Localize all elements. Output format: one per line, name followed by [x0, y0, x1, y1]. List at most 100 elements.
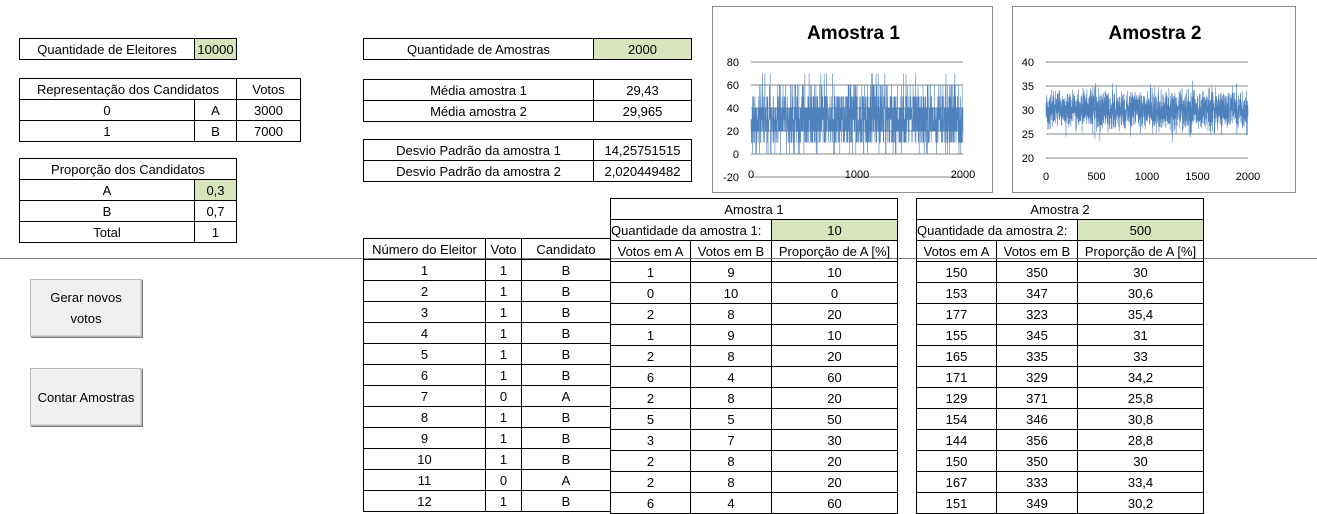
cell-votos-a[interactable]: 144	[916, 429, 997, 451]
cell-votos-b[interactable]: 335	[996, 345, 1078, 367]
cell-proporcao[interactable]: 60	[770, 492, 899, 514]
cell-candidato[interactable]: B	[521, 280, 611, 302]
cell-voto[interactable]: 0	[485, 469, 522, 491]
cell-numero[interactable]: 8	[363, 406, 486, 428]
cell-votos-a[interactable]: 177	[916, 303, 997, 325]
cell-proporcao[interactable]: 30	[1076, 261, 1205, 283]
cell-votos-b[interactable]: 350	[996, 261, 1078, 283]
cell-votos-a[interactable]: 2	[610, 471, 691, 493]
cell-votos-b[interactable]: 5	[690, 408, 772, 430]
cell-votos-a[interactable]: 2	[610, 303, 691, 325]
cell-candidato[interactable]: A	[521, 385, 611, 407]
cell-votos-b[interactable]: 349	[996, 492, 1078, 514]
cell-votos-a[interactable]: 3	[610, 429, 691, 451]
cell-votos-b[interactable]: 345	[996, 324, 1078, 346]
cell-votos-b[interactable]: 350	[996, 450, 1078, 472]
cell-votos-b[interactable]: 8	[690, 345, 772, 367]
cell-votos-a[interactable]: 1	[610, 261, 691, 283]
cell-proporcao[interactable]: 20	[770, 303, 899, 325]
cell-numero[interactable]: 2	[363, 280, 486, 302]
cell-numero[interactable]: 12	[363, 490, 486, 512]
cell-proporcao[interactable]: 31	[1076, 324, 1205, 346]
cell-voto[interactable]: 0	[485, 385, 522, 407]
cell-proporcao[interactable]: 30	[1076, 450, 1205, 472]
amostra2-qty-value-cell[interactable]: 500	[1076, 219, 1205, 241]
gerar-novos-votos-button[interactable]: Gerar novos votos	[30, 279, 142, 337]
cell-numero[interactable]: 10	[363, 448, 486, 470]
cell-votos-a[interactable]: 167	[916, 471, 997, 493]
cell-votos-b[interactable]: 356	[996, 429, 1078, 451]
cell-votos-a[interactable]: 150	[916, 450, 997, 472]
cell-candidato[interactable]: B	[521, 301, 611, 323]
cell-votos-a[interactable]: 151	[916, 492, 997, 514]
cell-voto[interactable]: 1	[485, 427, 522, 449]
cell-votos-b[interactable]: 346	[996, 408, 1078, 430]
contar-amostras-button[interactable]: Contar Amostras	[30, 368, 142, 426]
cell-proporcao[interactable]: 20	[770, 450, 899, 472]
cell-candidato[interactable]: B	[521, 364, 611, 386]
cell-votos-a[interactable]: 2	[610, 450, 691, 472]
cell-proporcao[interactable]: 10	[770, 324, 899, 346]
cell-votos-b[interactable]: 7	[690, 429, 772, 451]
cell-votos-a[interactable]: 155	[916, 324, 997, 346]
cell-proporcao[interactable]: 33	[1076, 345, 1205, 367]
cell-voto[interactable]: 1	[485, 301, 522, 323]
chart-amostra-2[interactable]: Amostra 2 20 25 30 35 40 0 500 1000 1500 2000	[1012, 6, 1296, 193]
cell-voto[interactable]: 1	[485, 259, 522, 281]
eleitores-value-cell[interactable]: 10000	[194, 38, 237, 60]
cell-voto[interactable]: 1	[485, 343, 522, 365]
cell-numero[interactable]: 6	[363, 364, 486, 386]
cell-proporcao[interactable]: 20	[770, 345, 899, 367]
cell-candidato[interactable]: B	[521, 322, 611, 344]
cell-candidato[interactable]: A	[521, 469, 611, 491]
amostra1-qty-value-cell[interactable]: 10	[770, 219, 899, 241]
cell-votos-a[interactable]: 1	[610, 324, 691, 346]
cell-votos-a[interactable]: 171	[916, 366, 997, 388]
cell-proporcao[interactable]: 28,8	[1076, 429, 1205, 451]
cell-numero[interactable]: 9	[363, 427, 486, 449]
cell-candidato[interactable]: B	[521, 490, 611, 512]
cell-votos-a[interactable]: 150	[916, 261, 997, 283]
cell-votos-a[interactable]: 0	[610, 282, 691, 304]
cell-votos-a[interactable]: 153	[916, 282, 997, 304]
cell-voto[interactable]: 1	[485, 364, 522, 386]
cell-proporcao[interactable]: 60	[770, 366, 899, 388]
cell-voto[interactable]: 1	[485, 490, 522, 512]
prop-value-cell[interactable]: 0,3	[194, 179, 237, 201]
cell-votos-b[interactable]: 333	[996, 471, 1078, 493]
cell-voto[interactable]: 1	[485, 406, 522, 428]
cell-proporcao[interactable]: 25,8	[1076, 387, 1205, 409]
cell-votos-b[interactable]: 8	[690, 450, 772, 472]
cell-proporcao[interactable]: 20	[770, 471, 899, 493]
cell-numero[interactable]: 3	[363, 301, 486, 323]
cell-candidato[interactable]: B	[521, 259, 611, 281]
cell-proporcao[interactable]: 30,8	[1076, 408, 1205, 430]
cell-proporcao[interactable]: 0	[770, 282, 899, 304]
cell-votos-b[interactable]: 323	[996, 303, 1078, 325]
cell-candidato[interactable]: B	[521, 448, 611, 470]
cell-votos-b[interactable]: 4	[690, 366, 772, 388]
cell-votos-b[interactable]: 371	[996, 387, 1078, 409]
cell-votos-b[interactable]: 9	[690, 261, 772, 283]
cell-voto[interactable]: 1	[485, 448, 522, 470]
cell-candidato[interactable]: B	[521, 343, 611, 365]
cell-votos-a[interactable]: 2	[610, 387, 691, 409]
chart-amostra-1[interactable]: Amostra 1 -20 0 20 40 60 80 0 1000 2000	[712, 6, 993, 193]
cell-proporcao[interactable]: 30,2	[1076, 492, 1205, 514]
cell-numero[interactable]: 7	[363, 385, 486, 407]
cell-proporcao[interactable]: 50	[770, 408, 899, 430]
cell-votos-b[interactable]: 9	[690, 324, 772, 346]
cell-voto[interactable]: 1	[485, 280, 522, 302]
amostras-value-cell[interactable]: 2000	[593, 38, 692, 60]
cell-proporcao[interactable]: 30,6	[1076, 282, 1205, 304]
cell-proporcao[interactable]: 30	[770, 429, 899, 451]
cell-proporcao[interactable]: 20	[770, 387, 899, 409]
cell-proporcao[interactable]: 10	[770, 261, 899, 283]
cell-votos-a[interactable]: 2	[610, 345, 691, 367]
cell-candidato[interactable]: B	[521, 406, 611, 428]
cell-votos-b[interactable]: 329	[996, 366, 1078, 388]
cell-votos-b[interactable]: 347	[996, 282, 1078, 304]
cell-proporcao[interactable]: 33,4	[1076, 471, 1205, 493]
cell-votos-a[interactable]: 6	[610, 492, 691, 514]
cell-votos-b[interactable]: 10	[690, 282, 772, 304]
